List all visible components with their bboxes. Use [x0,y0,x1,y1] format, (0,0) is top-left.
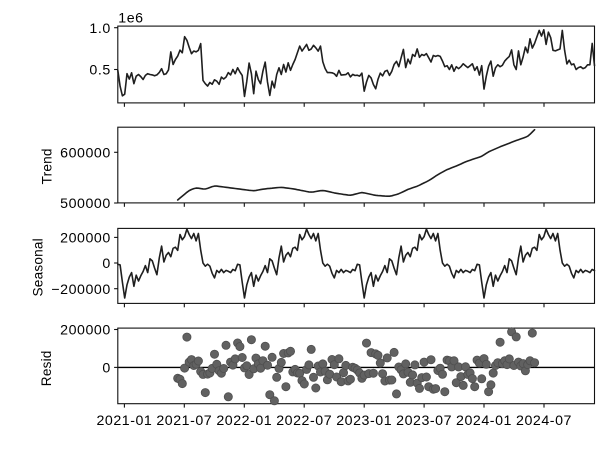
svg-text:2021-07: 2021-07 [156,413,212,429]
svg-text:−200000: −200000 [51,282,110,298]
svg-text:1.0: 1.0 [89,21,110,37]
svg-text:Seasonal: Seasonal [31,238,46,296]
svg-text:2024-01: 2024-01 [456,413,512,429]
svg-text:600000: 600000 [60,146,111,162]
svg-text:2023-01: 2023-01 [336,413,392,429]
svg-text:0.5: 0.5 [89,63,110,79]
svg-text:200000: 200000 [60,323,111,339]
svg-text:Resid: Resid [39,350,54,386]
svg-text:200000: 200000 [60,231,111,247]
svg-text:0: 0 [102,256,110,272]
svg-text:2022-07: 2022-07 [276,413,332,429]
svg-text:0: 0 [102,361,110,377]
svg-text:Trend: Trend [40,148,55,184]
svg-text:500000: 500000 [60,196,111,212]
svg-text:2023-07: 2023-07 [396,413,452,429]
svg-text:2021-01: 2021-01 [96,413,152,429]
svg-text:1e6: 1e6 [118,10,143,26]
svg-text:2024-07: 2024-07 [516,413,572,429]
svg-text:2022-01: 2022-01 [216,413,272,429]
